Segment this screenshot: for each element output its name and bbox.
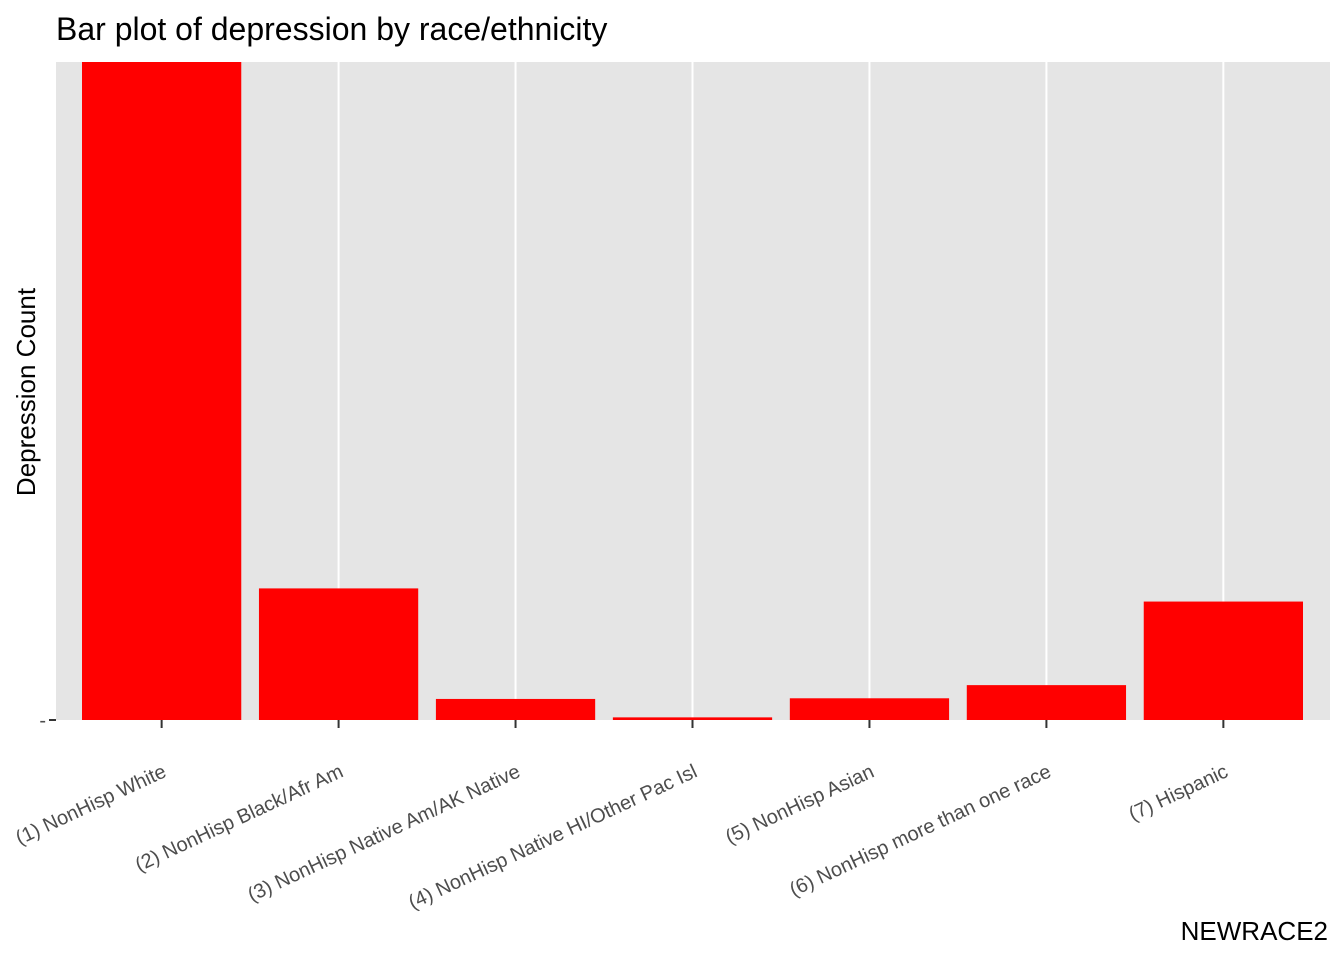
x-axis-title: NEWRACE2 xyxy=(1181,916,1328,946)
x-axis-tick-label: (1) NonHisp White xyxy=(12,761,169,850)
y-axis: - xyxy=(39,710,56,732)
x-axis-tick-label: (7) Hispanic xyxy=(1125,761,1231,826)
x-axis-tick-label: (3) NonHisp Native Am/AK Native xyxy=(244,761,523,907)
y-axis-tick-label: - xyxy=(39,710,46,732)
bar xyxy=(1143,601,1303,720)
bars xyxy=(82,62,1303,720)
chart-title: Bar plot of depression by race/ethnicity xyxy=(56,11,607,47)
bar xyxy=(966,685,1127,720)
bar xyxy=(258,588,419,720)
x-axis-ticks xyxy=(160,720,1225,728)
y-axis-title: Depression Count xyxy=(11,287,41,496)
bar xyxy=(435,698,596,720)
x-axis-tick-labels: (1) NonHisp White(2) NonHisp Black/Afr A… xyxy=(12,761,1231,914)
x-axis-tick-label: (4) NonHisp Native HI/Other Pac Isl xyxy=(405,761,700,914)
bar xyxy=(789,698,950,720)
bar xyxy=(82,62,242,720)
bar xyxy=(612,717,773,720)
x-axis-tick-label: (5) NonHisp Asian xyxy=(722,761,877,849)
